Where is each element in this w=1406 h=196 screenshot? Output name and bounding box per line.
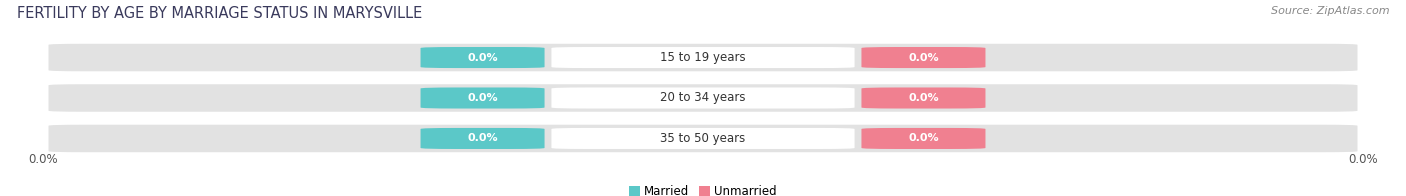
Text: 0.0%: 0.0% bbox=[467, 53, 498, 63]
Text: 0.0%: 0.0% bbox=[908, 133, 939, 143]
Text: 0.0%: 0.0% bbox=[908, 93, 939, 103]
Text: 0.0%: 0.0% bbox=[908, 53, 939, 63]
FancyBboxPatch shape bbox=[49, 84, 1358, 112]
FancyBboxPatch shape bbox=[551, 47, 855, 68]
Text: FERTILITY BY AGE BY MARRIAGE STATUS IN MARYSVILLE: FERTILITY BY AGE BY MARRIAGE STATUS IN M… bbox=[17, 6, 422, 21]
FancyBboxPatch shape bbox=[420, 87, 544, 109]
Text: 0.0%: 0.0% bbox=[1348, 153, 1378, 166]
Legend: Married, Unmarried: Married, Unmarried bbox=[624, 180, 782, 196]
Text: 15 to 19 years: 15 to 19 years bbox=[661, 51, 745, 64]
Text: 0.0%: 0.0% bbox=[28, 153, 58, 166]
FancyBboxPatch shape bbox=[49, 44, 1358, 71]
Text: Source: ZipAtlas.com: Source: ZipAtlas.com bbox=[1271, 6, 1389, 16]
FancyBboxPatch shape bbox=[49, 125, 1358, 152]
Text: 20 to 34 years: 20 to 34 years bbox=[661, 92, 745, 104]
FancyBboxPatch shape bbox=[862, 87, 986, 109]
Text: 0.0%: 0.0% bbox=[467, 93, 498, 103]
FancyBboxPatch shape bbox=[420, 128, 544, 149]
FancyBboxPatch shape bbox=[420, 47, 544, 68]
FancyBboxPatch shape bbox=[862, 128, 986, 149]
FancyBboxPatch shape bbox=[551, 87, 855, 109]
FancyBboxPatch shape bbox=[862, 47, 986, 68]
FancyBboxPatch shape bbox=[551, 128, 855, 149]
Text: 35 to 50 years: 35 to 50 years bbox=[661, 132, 745, 145]
Text: 0.0%: 0.0% bbox=[467, 133, 498, 143]
